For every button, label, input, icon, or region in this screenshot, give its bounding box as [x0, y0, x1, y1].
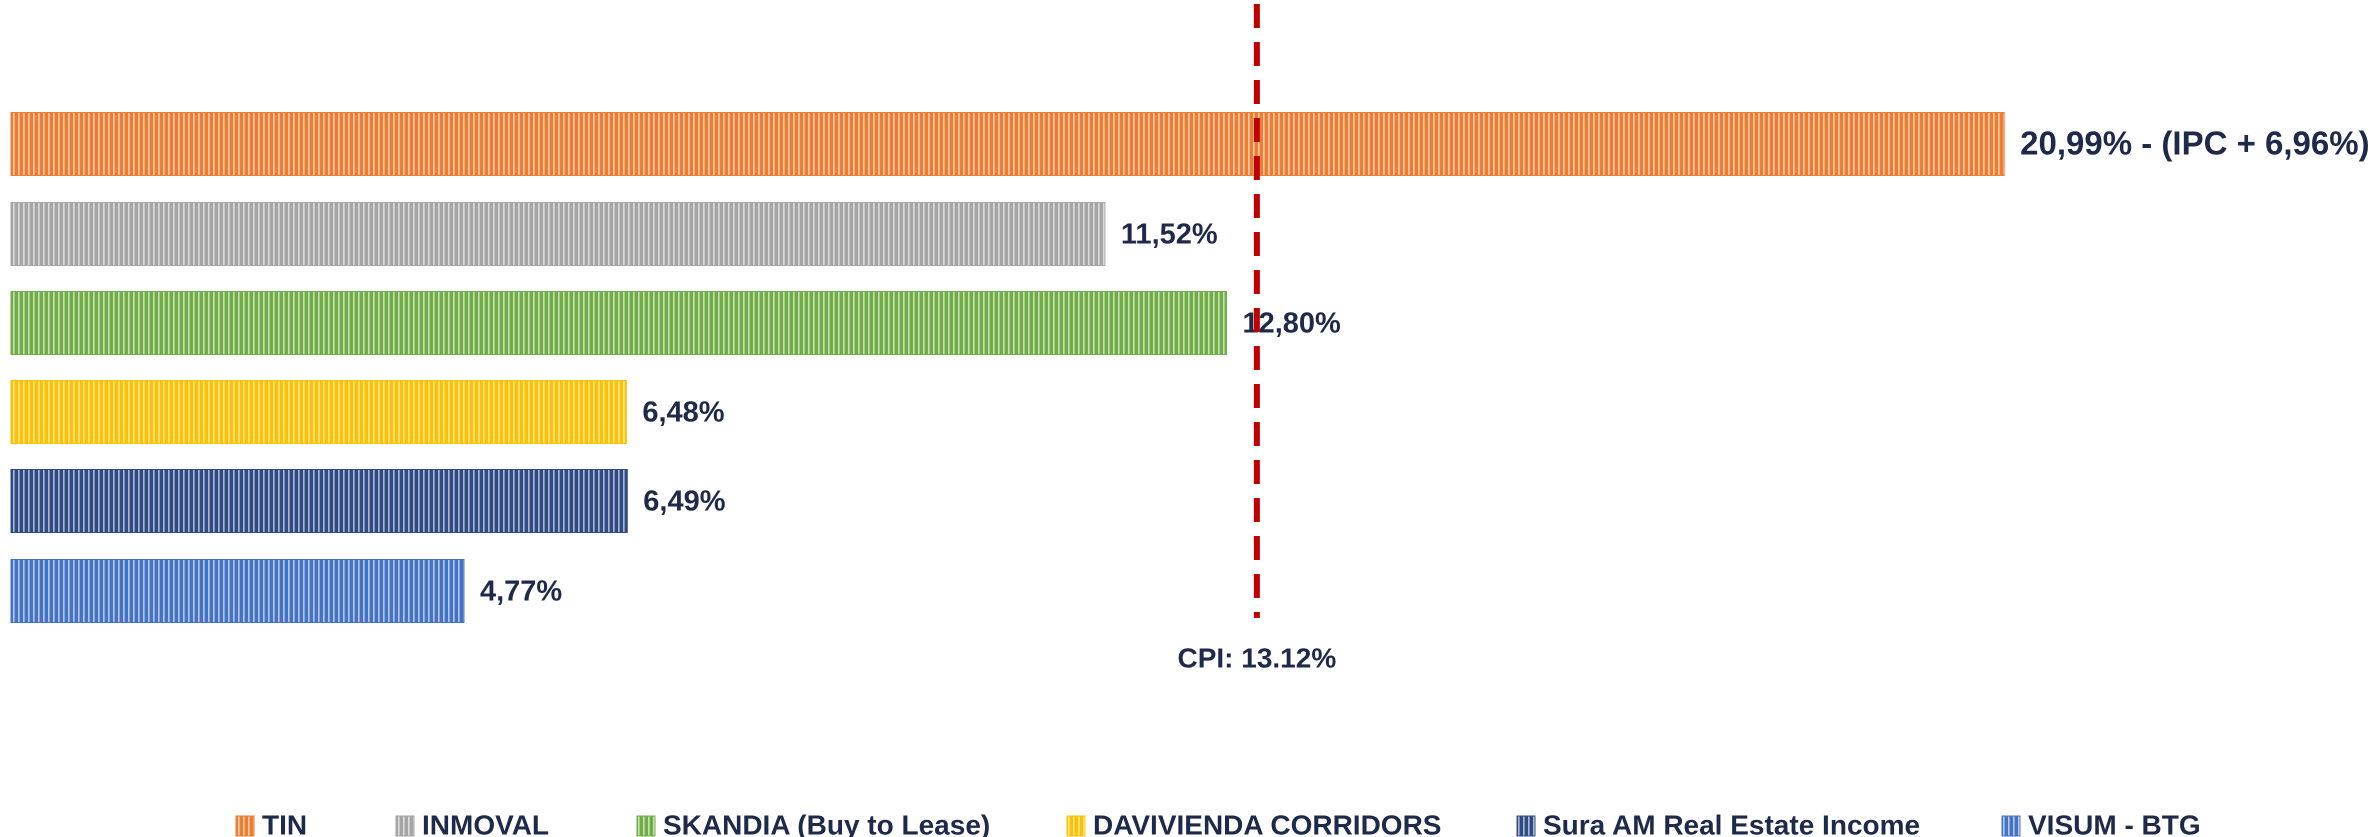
- legend-swatch: [2001, 815, 2021, 837]
- legend-item: INMOVAL: [395, 809, 549, 837]
- reference-label: CPI: 13.12%: [1177, 642, 1336, 673]
- legend-label: DAVIVIENDA CORRIDORS: [1093, 809, 1441, 837]
- bar: [10, 559, 465, 623]
- legend-item: SKANDIA (Buy to Lease): [636, 809, 990, 837]
- bar: [10, 112, 2005, 176]
- data-label: 11,52%: [1121, 219, 1218, 251]
- legend-item: VISUM - BTG: [2001, 809, 2201, 837]
- bar: [10, 291, 1227, 355]
- bar: [10, 469, 628, 533]
- data-label: 6,49%: [643, 486, 725, 518]
- legend-swatch: [1516, 815, 1536, 837]
- bar: [10, 202, 1106, 266]
- legend-swatch: [1066, 815, 1086, 837]
- data-label: 20,99% - (IPC + 6,96%): [2020, 125, 2369, 162]
- legend-item: TIN: [235, 809, 307, 837]
- legend-label: TIN: [262, 809, 307, 837]
- legend-swatch: [395, 815, 415, 837]
- legend-swatch: [235, 815, 255, 837]
- data-label: 6,48%: [642, 397, 724, 429]
- legend-item: DAVIVIENDA CORRIDORS: [1066, 809, 1441, 837]
- legend-label: VISUM - BTG: [2028, 809, 2201, 837]
- legend-item: Sura AM Real Estate Income: [1516, 809, 1920, 837]
- legend-label: INMOVAL: [422, 809, 549, 837]
- bar: [10, 380, 627, 444]
- data-label: 4,77%: [480, 576, 562, 608]
- legend-label: Sura AM Real Estate Income: [1543, 809, 1920, 837]
- legend-swatch: [636, 815, 656, 837]
- legend-label: SKANDIA (Buy to Lease): [663, 809, 990, 837]
